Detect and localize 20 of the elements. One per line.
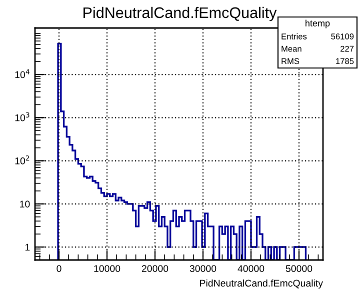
annotation: Entries xyxy=(282,33,307,40)
x-tick-label: 40000 xyxy=(238,265,264,272)
x-tick-label: 20000 xyxy=(142,265,168,272)
x-tick-label: 30000 xyxy=(190,265,216,272)
annotation: Mean xyxy=(282,46,302,52)
annotation: RMS xyxy=(282,58,300,64)
x-tick-label: 0 xyxy=(56,265,62,272)
y-tick-label: 10$^{3}$ xyxy=(15,112,30,122)
text: 56109 xyxy=(331,34,354,40)
x-tick-label: 50000 xyxy=(286,265,312,272)
annotation: htemp xyxy=(306,20,330,28)
text: 227 xyxy=(340,46,354,52)
chart-title: PidNeutralCand.fEmcQuality xyxy=(84,6,277,22)
text: 1785 xyxy=(336,58,354,64)
x-axis-title: PidNeutralCand.fEmcQuality xyxy=(200,279,323,289)
y-tick-label: 10$^{2}$ xyxy=(15,155,30,164)
y-tick-label: 10$^{4}$ xyxy=(15,69,30,78)
x-tick-label: 10000 xyxy=(94,265,120,272)
y-tick-label: 1 xyxy=(25,244,30,251)
y-tick-label: 10 xyxy=(20,200,30,208)
